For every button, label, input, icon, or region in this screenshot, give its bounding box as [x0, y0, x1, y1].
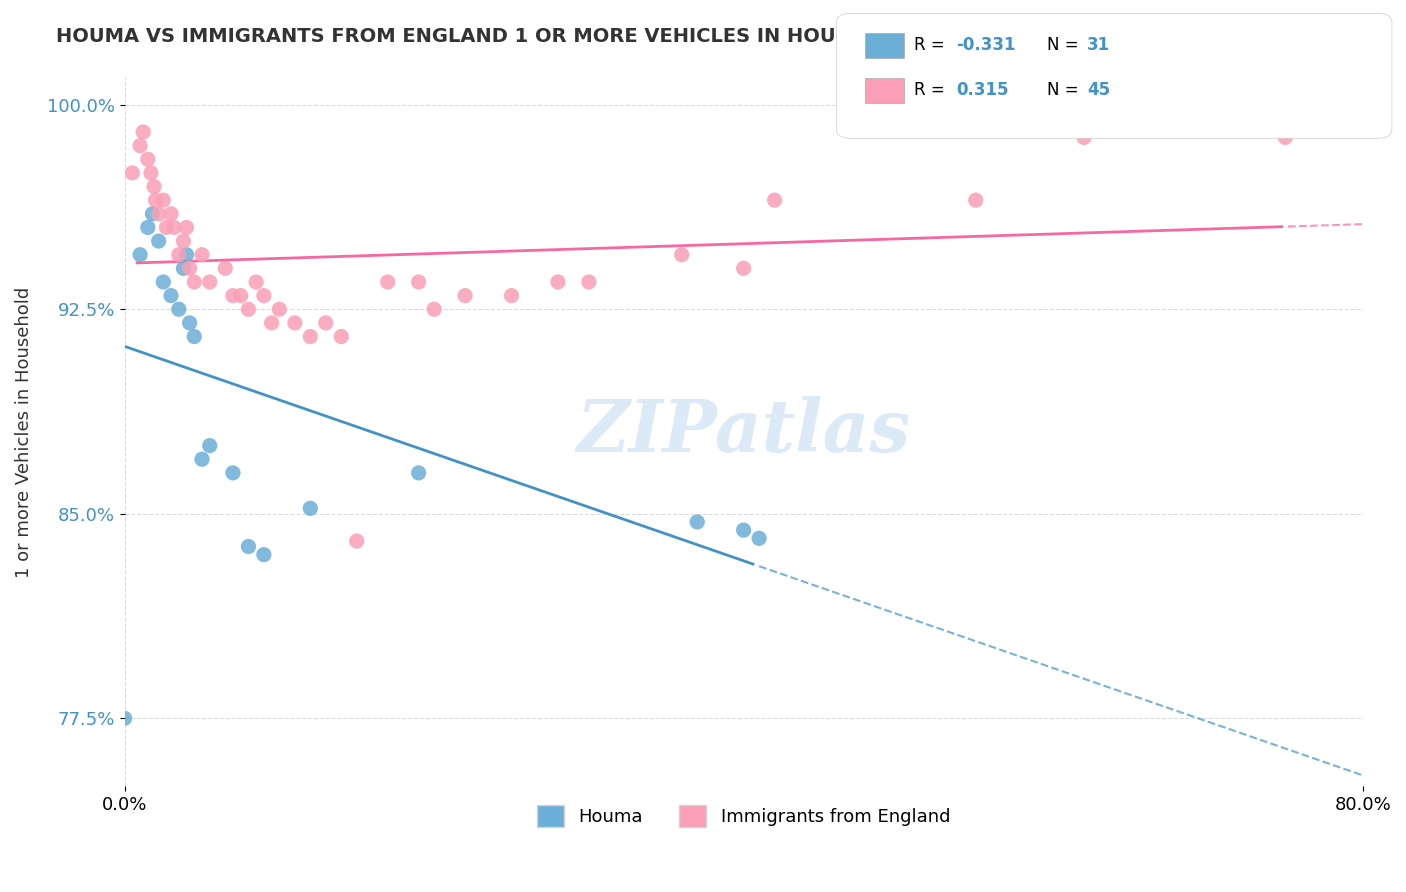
Text: HOUMA VS IMMIGRANTS FROM ENGLAND 1 OR MORE VEHICLES IN HOUSEHOLD CORRELATION CHA: HOUMA VS IMMIGRANTS FROM ENGLAND 1 OR MO…: [56, 27, 1164, 45]
Point: [1274, 130, 1296, 145]
Point: [148, 207, 170, 221]
Point: [198, 275, 221, 289]
Point: [155, 220, 177, 235]
Point: [238, 302, 260, 317]
Point: [183, 275, 205, 289]
Text: R =: R =: [914, 81, 950, 99]
Point: [733, 523, 755, 537]
Point: [160, 288, 183, 302]
Point: [253, 288, 276, 302]
Text: N =: N =: [1047, 37, 1084, 54]
Point: [179, 316, 201, 330]
Point: [152, 275, 174, 289]
Point: [136, 153, 159, 167]
Point: [172, 261, 194, 276]
Point: [114, 711, 136, 725]
Point: [121, 166, 143, 180]
Point: [733, 261, 755, 276]
Point: [299, 501, 322, 516]
Point: [269, 302, 291, 317]
Text: 31: 31: [1087, 37, 1109, 54]
Point: [167, 248, 190, 262]
Point: [408, 275, 430, 289]
Point: [136, 220, 159, 235]
Point: [141, 207, 163, 221]
Point: [238, 540, 260, 554]
Point: [191, 452, 214, 467]
Point: [253, 548, 276, 562]
Point: [578, 275, 600, 289]
Point: [198, 439, 221, 453]
Point: [143, 179, 166, 194]
Point: [129, 248, 152, 262]
Point: [299, 329, 322, 343]
Text: 45: 45: [1087, 81, 1109, 99]
Point: [229, 288, 252, 302]
Point: [132, 125, 155, 139]
Point: [423, 302, 446, 317]
Text: 0.315: 0.315: [956, 81, 1008, 99]
Point: [222, 288, 245, 302]
Point: [763, 193, 786, 207]
Point: [330, 329, 353, 343]
Point: [454, 288, 477, 302]
Point: [183, 329, 205, 343]
Point: [145, 193, 167, 207]
Point: [172, 234, 194, 248]
Point: [245, 275, 267, 289]
Point: [748, 531, 770, 545]
Point: [408, 466, 430, 480]
Text: Source: ZipAtlas.com: Source: ZipAtlas.com: [1215, 27, 1378, 42]
Point: [671, 248, 693, 262]
Point: [152, 193, 174, 207]
Point: [1073, 130, 1095, 145]
Text: ZIPatlas: ZIPatlas: [576, 396, 911, 467]
Point: [214, 261, 236, 276]
Point: [179, 261, 201, 276]
Point: [501, 288, 523, 302]
Point: [129, 138, 152, 153]
Point: [148, 234, 170, 248]
Point: [346, 534, 368, 549]
Text: -0.331: -0.331: [956, 37, 1015, 54]
Point: [191, 248, 214, 262]
Point: [965, 193, 987, 207]
Point: [167, 302, 190, 317]
Point: [686, 515, 709, 529]
Point: [222, 466, 245, 480]
Point: [163, 220, 186, 235]
Point: [284, 316, 307, 330]
Point: [260, 316, 283, 330]
Point: [547, 275, 569, 289]
Point: [139, 166, 162, 180]
Text: N =: N =: [1047, 81, 1084, 99]
Point: [315, 316, 337, 330]
Point: [176, 220, 198, 235]
Point: [160, 207, 183, 221]
Text: R =: R =: [914, 37, 950, 54]
Y-axis label: 1 or more Vehicles in Household: 1 or more Vehicles in Household: [15, 286, 32, 578]
Point: [377, 275, 399, 289]
Legend: Houma, Immigrants from England: Houma, Immigrants from England: [530, 797, 957, 834]
Point: [176, 248, 198, 262]
